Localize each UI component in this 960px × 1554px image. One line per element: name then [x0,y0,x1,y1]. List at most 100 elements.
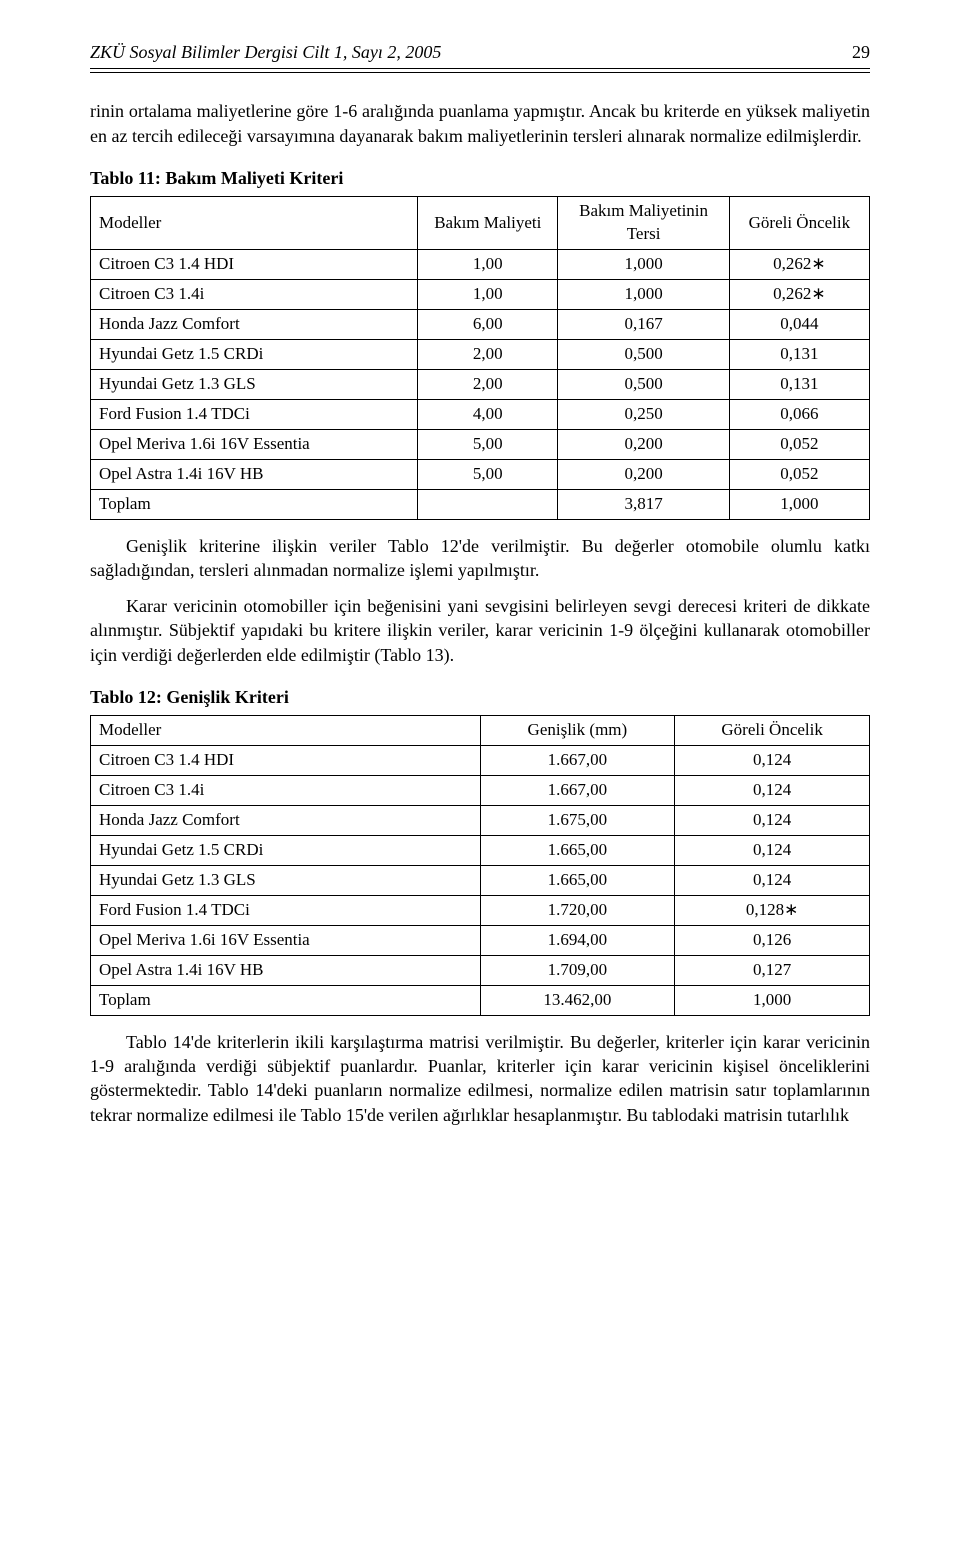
table-row: Opel Astra 1.4i 16V HB 1.709,00 0,127 [91,955,870,985]
table12-title: Tablo 12: Genişlik Kriteri [90,685,870,709]
cell-width: 1.667,00 [480,776,675,806]
cell-model: Citroen C3 1.4i [91,280,418,310]
cell-maint: 6,00 [418,309,558,339]
table12-header-row: Modeller Genişlik (mm) Göreli Öncelik [91,716,870,746]
cell-pri: 0,124 [675,746,870,776]
cell-pri: 0,066 [729,399,869,429]
cell-model: Citroen C3 1.4i [91,776,481,806]
cell-model: Hyundai Getz 1.5 CRDi [91,339,418,369]
cell-model: Hyundai Getz 1.5 CRDi [91,836,481,866]
cell-pri: 0,128∗ [675,895,870,925]
running-head: ZKÜ Sosyal Bilimler Dergisi Cilt 1, Sayı… [90,40,870,68]
table-row: Hyundai Getz 1.5 CRDi 2,00 0,500 0,131 [91,339,870,369]
cell-pri: 0,124 [675,806,870,836]
table11-title: Tablo 11: Bakım Maliyeti Kriteri [90,166,870,190]
cell-model: Ford Fusion 1.4 TDCi [91,399,418,429]
cell-pri: 0,262∗ [729,280,869,310]
cell-pri: 0,052 [729,429,869,459]
col-models: Modeller [91,716,481,746]
cell-pri: 0,131 [729,369,869,399]
cell-maint: 5,00 [418,429,558,459]
col-priority: Göreli Öncelik [729,197,869,250]
cell-inv: 0,250 [558,399,729,429]
header-rule [90,68,870,73]
cell-pri: 0,262∗ [729,250,869,280]
table-row: Hyundai Getz 1.5 CRDi 1.665,00 0,124 [91,836,870,866]
cell-inv: 0,500 [558,369,729,399]
paragraph-4: Tablo 14'de kriterlerin ikili karşılaştı… [90,1030,870,1127]
cell-pri: 0,124 [675,865,870,895]
table-row: Honda Jazz Comfort 6,00 0,167 0,044 [91,309,870,339]
page-number: 29 [852,40,870,64]
cell-model: Honda Jazz Comfort [91,806,481,836]
cell-total-width: 13.462,00 [480,985,675,1015]
cell-model: Opel Astra 1.4i 16V HB [91,955,481,985]
cell-inv: 1,000 [558,280,729,310]
cell-model: Hyundai Getz 1.3 GLS [91,369,418,399]
cell-total-inv: 3,817 [558,489,729,519]
cell-maint: 2,00 [418,339,558,369]
col-models: Modeller [91,197,418,250]
cell-model: Citroen C3 1.4 HDI [91,746,481,776]
table-row: Citroen C3 1.4i 1.667,00 0,124 [91,776,870,806]
table11: Modeller Bakım Maliyeti Bakım Maliyetini… [90,196,870,519]
cell-model: Ford Fusion 1.4 TDCi [91,895,481,925]
cell-pri: 0,044 [729,309,869,339]
cell-maint: 5,00 [418,459,558,489]
cell-maint: 4,00 [418,399,558,429]
cell-model: Hyundai Getz 1.3 GLS [91,865,481,895]
table-row: Opel Astra 1.4i 16V HB 5,00 0,200 0,052 [91,459,870,489]
table-row: Opel Meriva 1.6i 16V Essentia 5,00 0,200… [91,429,870,459]
table-row: Hyundai Getz 1.3 GLS 1.665,00 0,124 [91,865,870,895]
table11-header-row: Modeller Bakım Maliyeti Bakım Maliyetini… [91,197,870,250]
table12-total-row: Toplam 13.462,00 1,000 [91,985,870,1015]
cell-model: Honda Jazz Comfort [91,309,418,339]
cell-pri: 0,126 [675,925,870,955]
table-row: Opel Meriva 1.6i 16V Essentia 1.694,00 0… [91,925,870,955]
paragraph-2: Genişlik kriterine ilişkin veriler Tablo… [90,534,870,583]
cell-inv: 0,500 [558,339,729,369]
table-row: Honda Jazz Comfort 1.675,00 0,124 [91,806,870,836]
cell-total-pri: 1,000 [729,489,869,519]
cell-width: 1.675,00 [480,806,675,836]
table-row: Citroen C3 1.4 HDI 1,00 1,000 0,262∗ [91,250,870,280]
cell-width: 1.720,00 [480,895,675,925]
table-row: Ford Fusion 1.4 TDCi 1.720,00 0,128∗ [91,895,870,925]
table-row: Ford Fusion 1.4 TDCi 4,00 0,250 0,066 [91,399,870,429]
paragraph-3: Karar vericinin otomobiller için beğenis… [90,594,870,667]
cell-total-pri: 1,000 [675,985,870,1015]
cell-maint: 1,00 [418,280,558,310]
table11-total-row: Toplam 3,817 1,000 [91,489,870,519]
cell-inv: 1,000 [558,250,729,280]
page: ZKÜ Sosyal Bilimler Dergisi Cilt 1, Sayı… [0,0,960,1554]
cell-total-label: Toplam [91,985,481,1015]
journal-title: ZKÜ Sosyal Bilimler Dergisi Cilt 1, Sayı… [90,40,441,64]
table12: Modeller Genişlik (mm) Göreli Öncelik Ci… [90,715,870,1015]
cell-width: 1.667,00 [480,746,675,776]
cell-model: Opel Meriva 1.6i 16V Essentia [91,429,418,459]
cell-inv: 0,200 [558,429,729,459]
cell-blank [418,489,558,519]
cell-width: 1.665,00 [480,865,675,895]
cell-model: Opel Meriva 1.6i 16V Essentia [91,925,481,955]
table-row: Citroen C3 1.4 HDI 1.667,00 0,124 [91,746,870,776]
cell-inv: 0,200 [558,459,729,489]
table-row: Hyundai Getz 1.3 GLS 2,00 0,500 0,131 [91,369,870,399]
cell-pri: 0,124 [675,836,870,866]
cell-total-label: Toplam [91,489,418,519]
cell-inv: 0,167 [558,309,729,339]
col-inverse: Bakım Maliyetinin Tersi [558,197,729,250]
paragraph-1: rinin ortalama maliyetlerine göre 1-6 ar… [90,99,870,148]
cell-pri: 0,131 [729,339,869,369]
cell-width: 1.665,00 [480,836,675,866]
cell-model: Citroen C3 1.4 HDI [91,250,418,280]
col-width: Genişlik (mm) [480,716,675,746]
col-priority: Göreli Öncelik [675,716,870,746]
cell-width: 1.709,00 [480,955,675,985]
table-row: Citroen C3 1.4i 1,00 1,000 0,262∗ [91,280,870,310]
cell-model: Opel Astra 1.4i 16V HB [91,459,418,489]
cell-maint: 1,00 [418,250,558,280]
cell-pri: 0,127 [675,955,870,985]
cell-pri: 0,124 [675,776,870,806]
cell-width: 1.694,00 [480,925,675,955]
